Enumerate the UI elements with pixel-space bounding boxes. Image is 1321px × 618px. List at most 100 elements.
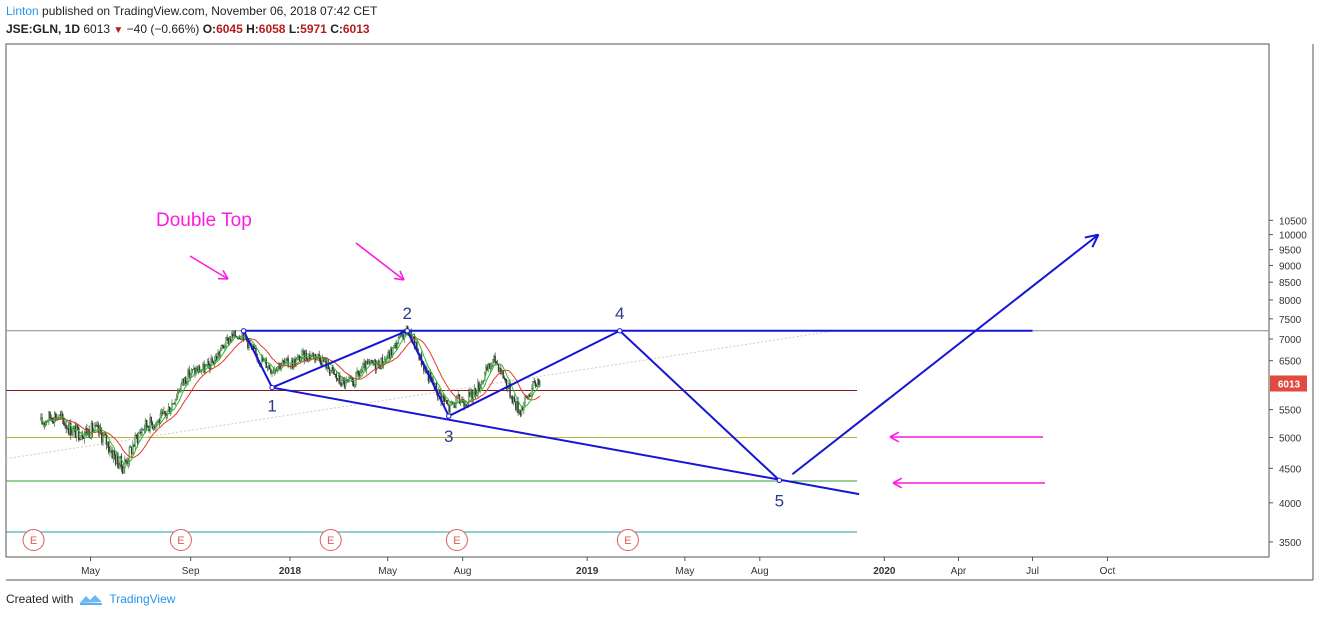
candle-body (166, 410, 169, 417)
tradingview-logo-icon (80, 595, 103, 605)
candle-body (78, 427, 80, 441)
candle-body (263, 359, 265, 362)
candle-body (494, 355, 496, 363)
candle-body (95, 424, 97, 427)
support-arrow-1-head (889, 436, 900, 443)
candle-body (380, 357, 382, 369)
double-top-label: Double Top (156, 210, 252, 231)
candle-body (296, 357, 299, 360)
candle-body (369, 361, 371, 363)
earnings-marker (22, 529, 45, 551)
candle-body (471, 389, 473, 400)
candle-body (221, 345, 224, 347)
y-tick-label: 5500 (1279, 406, 1302, 417)
trend-dotted-line (5, 330, 835, 460)
x-tick-label: 2019 (576, 566, 599, 577)
candle-body (363, 362, 365, 365)
candle-body (350, 377, 353, 379)
candle-body (156, 422, 158, 424)
candle-body (523, 402, 525, 410)
candle-body (71, 433, 73, 436)
candle-body (109, 451, 111, 453)
pivot-point (240, 328, 247, 334)
candle-body (349, 377, 351, 379)
candle-body (108, 441, 110, 452)
candle-body (374, 360, 377, 371)
candle-body (74, 426, 77, 438)
candle-body (89, 437, 92, 439)
candle-body (488, 363, 491, 369)
candle-body (375, 363, 378, 371)
candle-body (530, 395, 532, 397)
candle-body (103, 434, 105, 436)
candle-body (354, 384, 356, 387)
earnings-marker-label: E (327, 535, 334, 547)
candle-body (260, 356, 263, 365)
double-top-arrow-1 (189, 255, 229, 280)
candle-body (516, 400, 518, 410)
candle-body (217, 352, 219, 360)
candle-body (157, 419, 159, 423)
candle-body (111, 450, 113, 459)
candle-body (177, 391, 179, 398)
y-tick-label: 10500 (1279, 216, 1307, 227)
footer: Created with TradingView (6, 592, 175, 606)
candle-body (282, 360, 285, 362)
candle-body (82, 437, 85, 439)
candle-body (495, 361, 497, 364)
pivot-point (404, 328, 410, 334)
y-tick-label: 3500 (1279, 538, 1302, 549)
candle-body (357, 370, 359, 374)
candle-body (137, 433, 140, 443)
candle-body (126, 460, 128, 465)
support-line (271, 386, 860, 496)
candle-body (366, 360, 369, 364)
candle-body (179, 390, 181, 392)
candle-body (163, 410, 165, 414)
candle-body (223, 345, 225, 349)
candle-body (131, 446, 133, 455)
earnings-marker (169, 529, 192, 551)
publish-info: Linton published on TradingView.com, Nov… (6, 4, 377, 18)
candle-body (361, 369, 363, 373)
candle-body (144, 419, 147, 430)
candle-body (121, 466, 124, 474)
candle-body (362, 364, 364, 371)
y-tick-label: 4500 (1279, 464, 1302, 475)
author-link[interactable]: Linton (6, 4, 39, 18)
candle-body (96, 424, 98, 426)
candle-body (539, 383, 541, 385)
candle-body (292, 360, 294, 369)
candle-body (219, 350, 221, 356)
x-tick-label: May (675, 566, 694, 577)
earnings-marker-label: E (30, 535, 37, 547)
candle-body (63, 418, 65, 426)
candle-body (371, 359, 373, 363)
candle-body (378, 360, 380, 369)
candle-body (202, 363, 204, 371)
candle-body (467, 392, 470, 404)
candle-body (52, 421, 55, 423)
candle-body (129, 446, 132, 448)
candle-body (110, 450, 112, 452)
x-tick-label: Apr (951, 566, 967, 577)
candle-body (120, 455, 123, 467)
candle-body (485, 366, 487, 374)
support-arrow-1-head (889, 431, 900, 438)
candle-body (311, 353, 313, 357)
candle-body (167, 407, 170, 412)
candle-body (466, 403, 469, 406)
candle-body (118, 464, 120, 468)
down-triangle-icon: ▼ (113, 25, 124, 36)
candle-body (486, 366, 488, 371)
plot-frame (5, 43, 1270, 558)
candle-body (116, 453, 118, 465)
candle-body (139, 431, 141, 434)
x-tick-label: Sep (182, 566, 200, 577)
candle-body (112, 450, 115, 459)
candle-body (454, 402, 456, 408)
candle-body (134, 434, 136, 447)
tradingview-link[interactable]: TradingView (109, 592, 176, 606)
candle-body (73, 426, 75, 429)
